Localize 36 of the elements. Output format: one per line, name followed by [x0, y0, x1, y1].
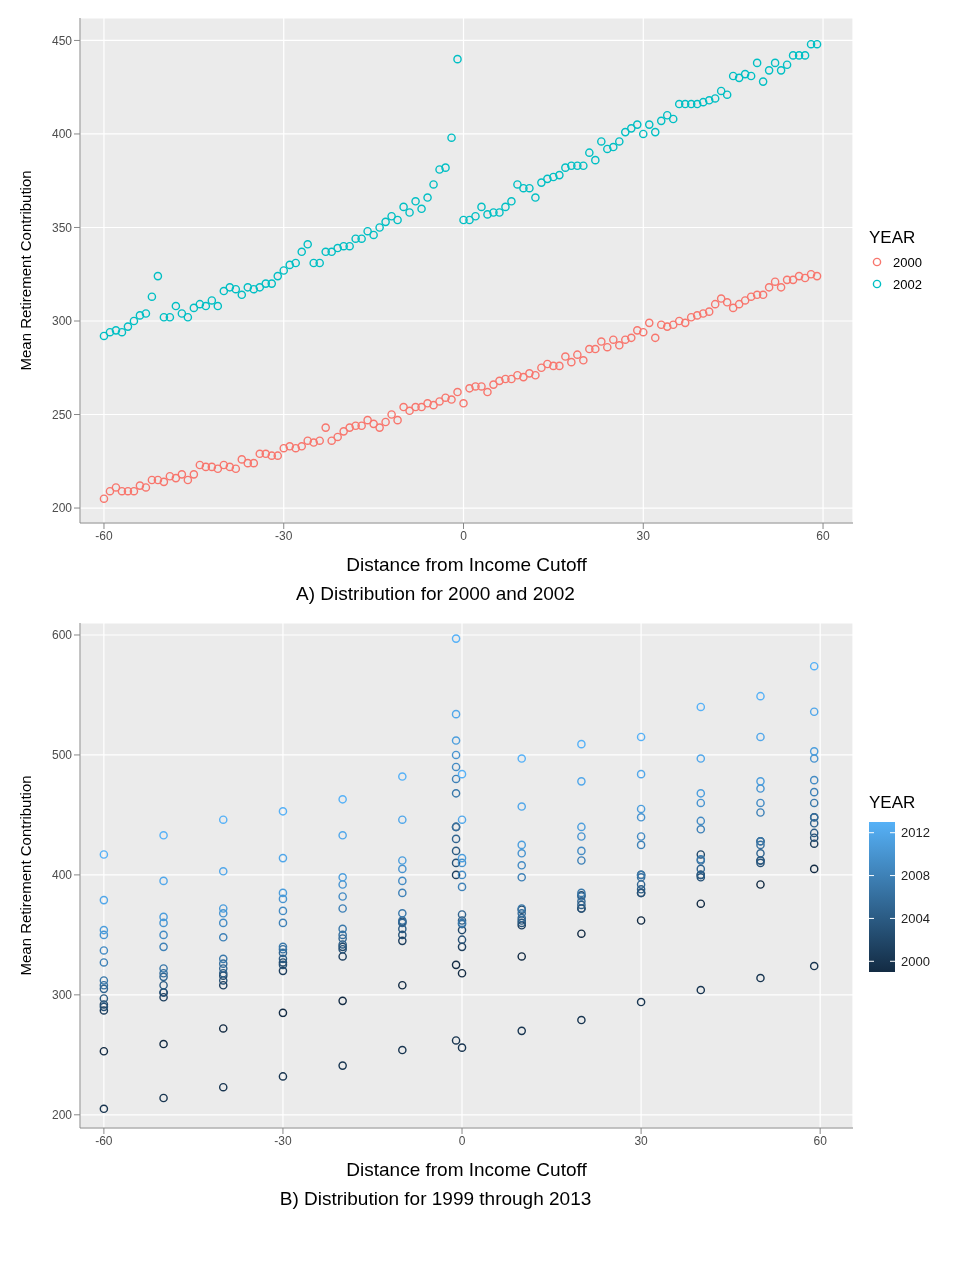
x-tick-label: 0: [458, 1133, 466, 1148]
color-bar-label: 2012: [901, 825, 930, 841]
y-tick-label: 400: [51, 127, 73, 142]
color-bar-label: 2008: [901, 868, 930, 884]
x-axis-title: Distance from Income Cutoff: [346, 1159, 588, 1180]
legend-label: 2002: [893, 276, 922, 292]
y-tick-label: 300: [51, 314, 73, 329]
x-tick-label: -30: [274, 1133, 292, 1148]
y-tick-label: 500: [51, 748, 73, 763]
colour-scale: 2000 2004 2008 2012: [869, 817, 959, 977]
y-tick-label: 450: [51, 33, 73, 48]
x-tick-label: -30: [275, 528, 293, 543]
color-bar-label: 2004: [901, 910, 930, 926]
legend-title: YEAR: [869, 228, 917, 248]
x-axis-title: Distance from Income Cutoff: [346, 554, 588, 575]
x-tick-label: 30: [636, 528, 651, 543]
legend-label: 2000: [893, 254, 922, 270]
x-tick-label: -60: [95, 528, 113, 543]
y-tick-label: 250: [51, 407, 73, 422]
x-tick-label: 30: [634, 1133, 649, 1148]
x-tick-label: 0: [460, 528, 468, 543]
legend-title: YEAR: [869, 793, 917, 813]
y-axis-title: Mean Retirement Contribution: [17, 775, 35, 976]
y-tick-label: 200: [51, 501, 73, 516]
x-tick-label: -60: [95, 1133, 113, 1148]
text: A) Distribution for 2000 and 2002: [295, 583, 576, 605]
text: B) Distribution for 1999 through 2013: [278, 1188, 593, 1210]
y-tick-label: 600: [51, 628, 73, 643]
y-tick-label: 300: [51, 988, 73, 1003]
y-tick-label: 200: [51, 1108, 73, 1123]
y-tick-label: 350: [51, 220, 73, 235]
x-tick-label: 60: [813, 1133, 828, 1148]
y-tick-label: 400: [51, 868, 73, 883]
y-axis-title: Mean Retirement Contribution: [17, 170, 35, 371]
color-bar-label: 2000: [901, 953, 930, 969]
x-tick-label: 60: [816, 528, 831, 543]
